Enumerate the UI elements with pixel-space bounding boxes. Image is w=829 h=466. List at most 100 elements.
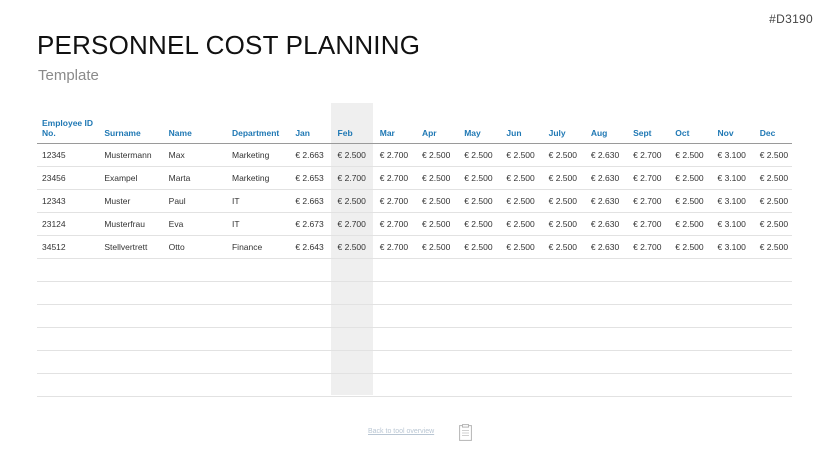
table-row: 12343 Muster Paul IT € 2.663 € 2.500 € 2.700 € … [37,189,792,213]
table-cell: Mustermann [99,143,164,167]
empty-cell [543,350,586,374]
empty-cell [459,373,502,397]
empty-cell [585,281,629,305]
empty-cell [712,350,755,374]
empty-cell [628,350,671,374]
empty-cell [459,258,502,282]
empty-cell [163,258,227,282]
table-cell: € 3.100 [712,189,755,213]
table-cell: € 2.500 [754,166,792,190]
empty-cell [459,327,502,351]
table-cell: € 2.500 [332,189,375,213]
table-cell: € 2.700 [628,143,671,167]
empty-cell [628,281,671,305]
table-cell: € 2.700 [332,166,375,190]
empty-cell [37,373,100,397]
empty-cell [543,373,586,397]
empty-cell [226,350,291,374]
empty-cell [543,281,586,305]
empty-cell [163,350,227,374]
page-subtitle: Template [38,67,99,84]
table-body: 12345 Mustermann Max Marketing € 2.663 € 2.50… [37,143,792,397]
empty-cell [332,373,375,397]
column-header: Dec [754,114,792,144]
column-header: Feb [332,114,375,144]
table-cell: € 2.630 [585,143,629,167]
table-cell: € 2.663 [290,143,333,167]
table-cell: € 2.500 [501,189,544,213]
table-cell: € 2.500 [670,235,713,259]
table-cell: € 3.100 [712,235,755,259]
table-cell: € 2.700 [628,166,671,190]
table-cell: € 2.500 [459,212,502,236]
empty-cell [416,327,460,351]
empty-cell [585,350,629,374]
empty-cell [332,350,375,374]
clipboard-icon[interactable] [459,424,472,441]
table-cell: € 2.500 [754,235,792,259]
empty-cell [332,258,375,282]
empty-cell [459,304,502,328]
empty-cell [712,373,755,397]
table-cell: 34512 [37,235,100,259]
table-cell: Marta [163,166,227,190]
table-header-row: Employee ID No. Surname Name Department Jan F… [37,114,792,144]
empty-row [37,350,792,374]
table-cell: € 2.700 [332,212,375,236]
table-cell: € 2.500 [416,189,460,213]
table-cell: € 2.630 [585,189,629,213]
column-header: Jan [290,114,333,144]
table-cell: € 2.500 [459,166,502,190]
empty-row [37,304,792,328]
table-cell: 12345 [37,143,100,167]
table-cell: € 2.673 [290,212,333,236]
table-cell: € 2.663 [290,189,333,213]
empty-cell [290,281,333,305]
table-cell: IT [226,189,291,213]
empty-cell [754,258,792,282]
empty-row [37,327,792,351]
table-cell: € 2.500 [459,189,502,213]
empty-cell [501,327,544,351]
table-cell: € 2.500 [459,235,502,259]
empty-cell [226,281,291,305]
column-header: Department [226,114,291,144]
empty-cell [99,373,164,397]
table-cell: € 2.500 [501,166,544,190]
column-header: Surname [99,114,164,144]
empty-cell [712,281,755,305]
table-cell: € 2.700 [628,235,671,259]
table-cell: Eva [163,212,227,236]
empty-cell [99,350,164,374]
empty-cell [374,281,417,305]
table-cell: € 2.500 [501,235,544,259]
table-cell: € 3.100 [712,143,755,167]
empty-cell [374,350,417,374]
table-cell: Paul [163,189,227,213]
table-cell: € 2.500 [501,212,544,236]
column-header: Apr [416,114,460,144]
column-header: July [543,114,586,144]
table-cell: Muster [99,189,164,213]
table-cell: € 2.500 [416,143,460,167]
empty-cell [290,373,333,397]
table-cell: € 2.630 [585,235,629,259]
empty-cell [37,327,100,351]
column-header: Aug [585,114,629,144]
table-cell: Finance [226,235,291,259]
table-cell: Max [163,143,227,167]
table-cell: € 2.500 [543,166,586,190]
table-cell: € 2.500 [416,212,460,236]
table-cell: € 2.643 [290,235,333,259]
empty-cell [163,281,227,305]
table-cell: € 2.500 [543,143,586,167]
empty-cell [37,304,100,328]
empty-cell [543,258,586,282]
empty-cell [459,281,502,305]
empty-cell [99,258,164,282]
column-header: Oct [670,114,713,144]
table-cell: € 2.500 [670,143,713,167]
back-to-tool-overview-link[interactable]: Back to tool overview [368,428,435,435]
table-cell: 12343 [37,189,100,213]
empty-cell [99,327,164,351]
